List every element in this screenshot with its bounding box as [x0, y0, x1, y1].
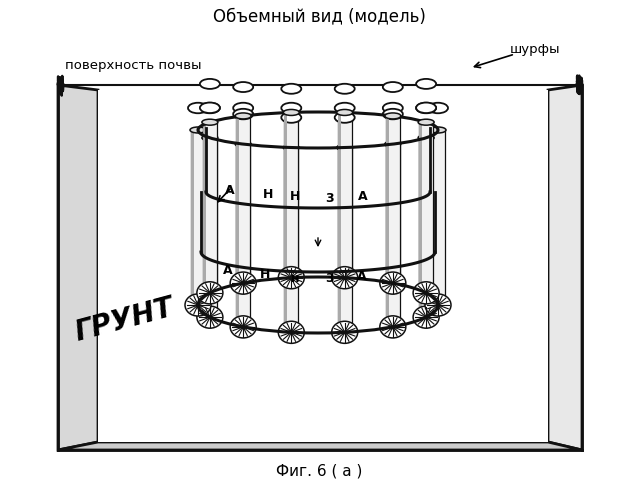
- Polygon shape: [236, 116, 250, 283]
- Ellipse shape: [197, 282, 223, 304]
- Polygon shape: [419, 122, 433, 293]
- Ellipse shape: [190, 127, 206, 133]
- Polygon shape: [285, 148, 299, 332]
- Polygon shape: [338, 148, 341, 332]
- Ellipse shape: [278, 266, 304, 289]
- Polygon shape: [338, 112, 352, 278]
- Ellipse shape: [230, 316, 256, 338]
- Polygon shape: [386, 116, 389, 283]
- Ellipse shape: [200, 102, 220, 113]
- Polygon shape: [236, 116, 239, 283]
- Ellipse shape: [278, 321, 304, 344]
- Ellipse shape: [425, 294, 451, 316]
- Text: А: А: [358, 190, 368, 203]
- Ellipse shape: [380, 272, 406, 294]
- Ellipse shape: [235, 141, 251, 147]
- Text: Н: Н: [290, 190, 300, 203]
- Polygon shape: [285, 112, 287, 278]
- Ellipse shape: [337, 144, 353, 150]
- Ellipse shape: [233, 103, 253, 114]
- Polygon shape: [191, 130, 205, 305]
- Polygon shape: [191, 130, 194, 305]
- Polygon shape: [285, 112, 299, 278]
- Ellipse shape: [337, 110, 353, 116]
- Text: н: н: [291, 272, 299, 284]
- Ellipse shape: [428, 103, 448, 114]
- Text: шурфы: шурфы: [510, 44, 561, 57]
- Text: А: А: [223, 264, 233, 276]
- Ellipse shape: [283, 144, 299, 150]
- Ellipse shape: [416, 103, 436, 114]
- Polygon shape: [386, 144, 389, 327]
- Text: А: А: [225, 184, 235, 196]
- Text: ГРУНТ: ГРУНТ: [72, 294, 177, 346]
- Ellipse shape: [416, 102, 436, 113]
- Polygon shape: [98, 90, 548, 442]
- Polygon shape: [386, 116, 400, 283]
- Ellipse shape: [413, 306, 439, 328]
- Ellipse shape: [283, 110, 299, 116]
- Ellipse shape: [233, 82, 253, 92]
- Ellipse shape: [332, 321, 358, 344]
- Polygon shape: [419, 138, 433, 317]
- Ellipse shape: [385, 141, 401, 147]
- Ellipse shape: [200, 79, 220, 89]
- Polygon shape: [338, 148, 352, 332]
- Ellipse shape: [233, 109, 253, 120]
- Ellipse shape: [418, 135, 434, 141]
- Polygon shape: [431, 130, 445, 305]
- Ellipse shape: [230, 272, 256, 294]
- Polygon shape: [203, 138, 206, 317]
- Ellipse shape: [383, 103, 403, 114]
- Text: Фиг. 6 ( а ): Фиг. 6 ( а ): [276, 463, 362, 478]
- Ellipse shape: [332, 266, 358, 289]
- Ellipse shape: [197, 306, 223, 328]
- Polygon shape: [419, 138, 422, 317]
- Ellipse shape: [335, 84, 355, 94]
- Ellipse shape: [281, 103, 301, 114]
- Text: Н: Н: [260, 268, 270, 281]
- Polygon shape: [386, 144, 400, 327]
- Ellipse shape: [281, 112, 301, 123]
- Ellipse shape: [188, 103, 208, 114]
- Ellipse shape: [380, 316, 406, 338]
- Text: поверхность почвы: поверхность почвы: [65, 59, 202, 72]
- Polygon shape: [58, 442, 582, 450]
- Ellipse shape: [416, 79, 436, 89]
- Text: Н: Н: [263, 188, 273, 202]
- Text: 3: 3: [325, 272, 334, 285]
- Text: А: А: [357, 270, 367, 283]
- Ellipse shape: [418, 119, 434, 125]
- Text: Объемный вид (модель): Объемный вид (модель): [212, 7, 426, 25]
- Ellipse shape: [385, 113, 401, 119]
- Ellipse shape: [383, 109, 403, 120]
- Polygon shape: [203, 138, 217, 317]
- Ellipse shape: [383, 82, 403, 92]
- Polygon shape: [236, 144, 239, 327]
- Ellipse shape: [281, 84, 301, 94]
- Polygon shape: [236, 144, 250, 327]
- Ellipse shape: [202, 135, 218, 141]
- Ellipse shape: [185, 294, 211, 316]
- Ellipse shape: [413, 282, 439, 304]
- Polygon shape: [285, 148, 287, 332]
- Ellipse shape: [430, 127, 446, 133]
- Ellipse shape: [235, 113, 251, 119]
- Ellipse shape: [335, 112, 355, 123]
- Ellipse shape: [200, 103, 220, 114]
- Polygon shape: [203, 122, 217, 293]
- Polygon shape: [58, 85, 98, 450]
- Ellipse shape: [335, 103, 355, 114]
- Polygon shape: [431, 130, 434, 305]
- Ellipse shape: [202, 119, 218, 125]
- Text: 3: 3: [325, 192, 334, 204]
- Polygon shape: [203, 122, 206, 293]
- Polygon shape: [419, 122, 422, 293]
- Polygon shape: [338, 112, 341, 278]
- Polygon shape: [548, 85, 582, 450]
